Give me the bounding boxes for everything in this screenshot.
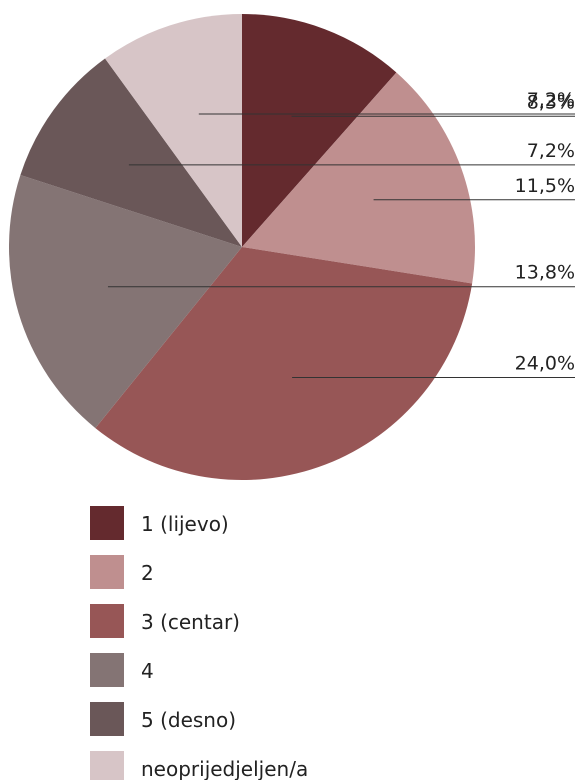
legend-swatch xyxy=(90,506,124,540)
pie-slice xyxy=(8,174,242,429)
legend-swatch xyxy=(90,555,124,589)
legend-label: neoprijedjeljen/a xyxy=(141,757,308,780)
percent-label: 7,2% xyxy=(527,89,575,111)
legend-label: 4 xyxy=(141,659,154,683)
percent-label: 24,0% xyxy=(515,353,575,375)
pie-slice xyxy=(105,14,242,247)
pie-slice xyxy=(20,58,242,247)
legend-swatch xyxy=(90,751,124,780)
pie-slice xyxy=(242,14,397,247)
legend-label: 1 (lijevo) xyxy=(141,512,229,536)
legend-swatch xyxy=(90,604,124,638)
legend-label: 2 xyxy=(141,561,154,585)
percent-label: 8,3% xyxy=(527,91,575,113)
legend-label: 5 (desno) xyxy=(141,708,236,732)
percent-label: 7,2% xyxy=(527,140,575,162)
pie-slice xyxy=(95,247,473,480)
legend-swatch xyxy=(90,653,124,687)
pie-slice xyxy=(242,72,475,284)
percent-label: 13,8% xyxy=(515,262,575,284)
percent-label: 11,5% xyxy=(515,175,575,197)
legend-swatch xyxy=(90,702,124,736)
legend-label: 3 (centar) xyxy=(141,610,240,634)
